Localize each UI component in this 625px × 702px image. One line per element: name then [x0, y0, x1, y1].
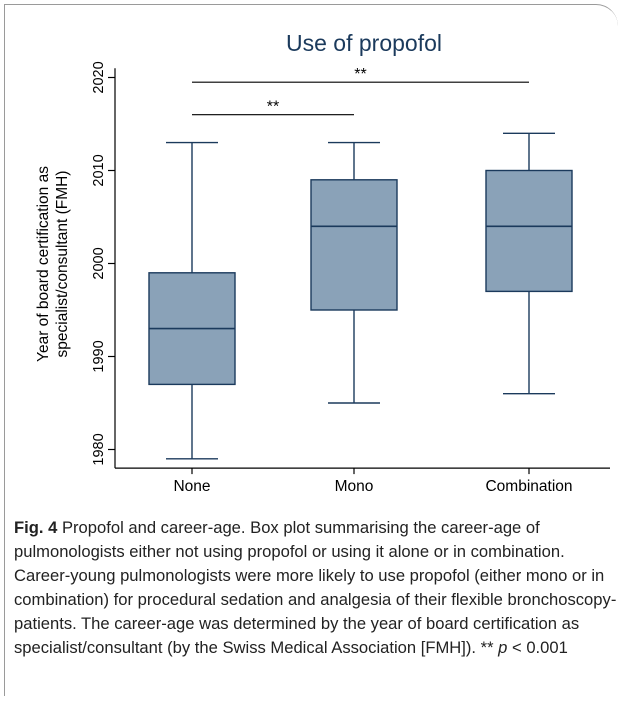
x-tick-label-none: None — [173, 478, 210, 495]
y-axis-label-line2: specialist/consultant (FMH) — [54, 171, 71, 358]
p-value-text: < 0.001 — [507, 638, 568, 657]
figure-label: Fig. 4 — [14, 518, 58, 537]
y-tick-label-2010: 2010 — [91, 154, 107, 186]
significance-brackets: ** ** — [192, 66, 529, 116]
x-tick-label-combination: Combination — [485, 478, 572, 495]
p-value-symbol: p — [498, 638, 508, 657]
box-mono — [310, 179, 398, 311]
y-tick-label-1990: 1990 — [91, 340, 107, 372]
y-tick-label-2020: 2020 — [91, 61, 107, 93]
axes: 1980 1990 2000 2010 2020 None Mono Combination — [91, 61, 610, 495]
boxes — [148, 132, 573, 460]
chart-title: Use of propofol — [286, 30, 442, 56]
caption-text: Propofol and career-age. Box plot summar… — [14, 518, 617, 657]
significance-label-2: ** — [267, 99, 279, 116]
y-axis-label-line1: Year of board certification as — [35, 166, 52, 362]
box-plot-chart: Use of propofol Year of board certificat… — [35, 30, 610, 495]
figure-caption: Fig. 4 Propofol and career-age. Box plot… — [14, 516, 618, 660]
x-tick-label-mono: Mono — [335, 478, 374, 495]
y-axis-label: Year of board certification as specialis… — [35, 166, 71, 362]
figure-frame — [4, 4, 618, 696]
significance-label-1: ** — [354, 66, 366, 83]
y-tick-label-2000: 2000 — [91, 247, 107, 279]
box-combination — [485, 169, 573, 293]
y-tick-label-1980: 1980 — [91, 433, 107, 465]
